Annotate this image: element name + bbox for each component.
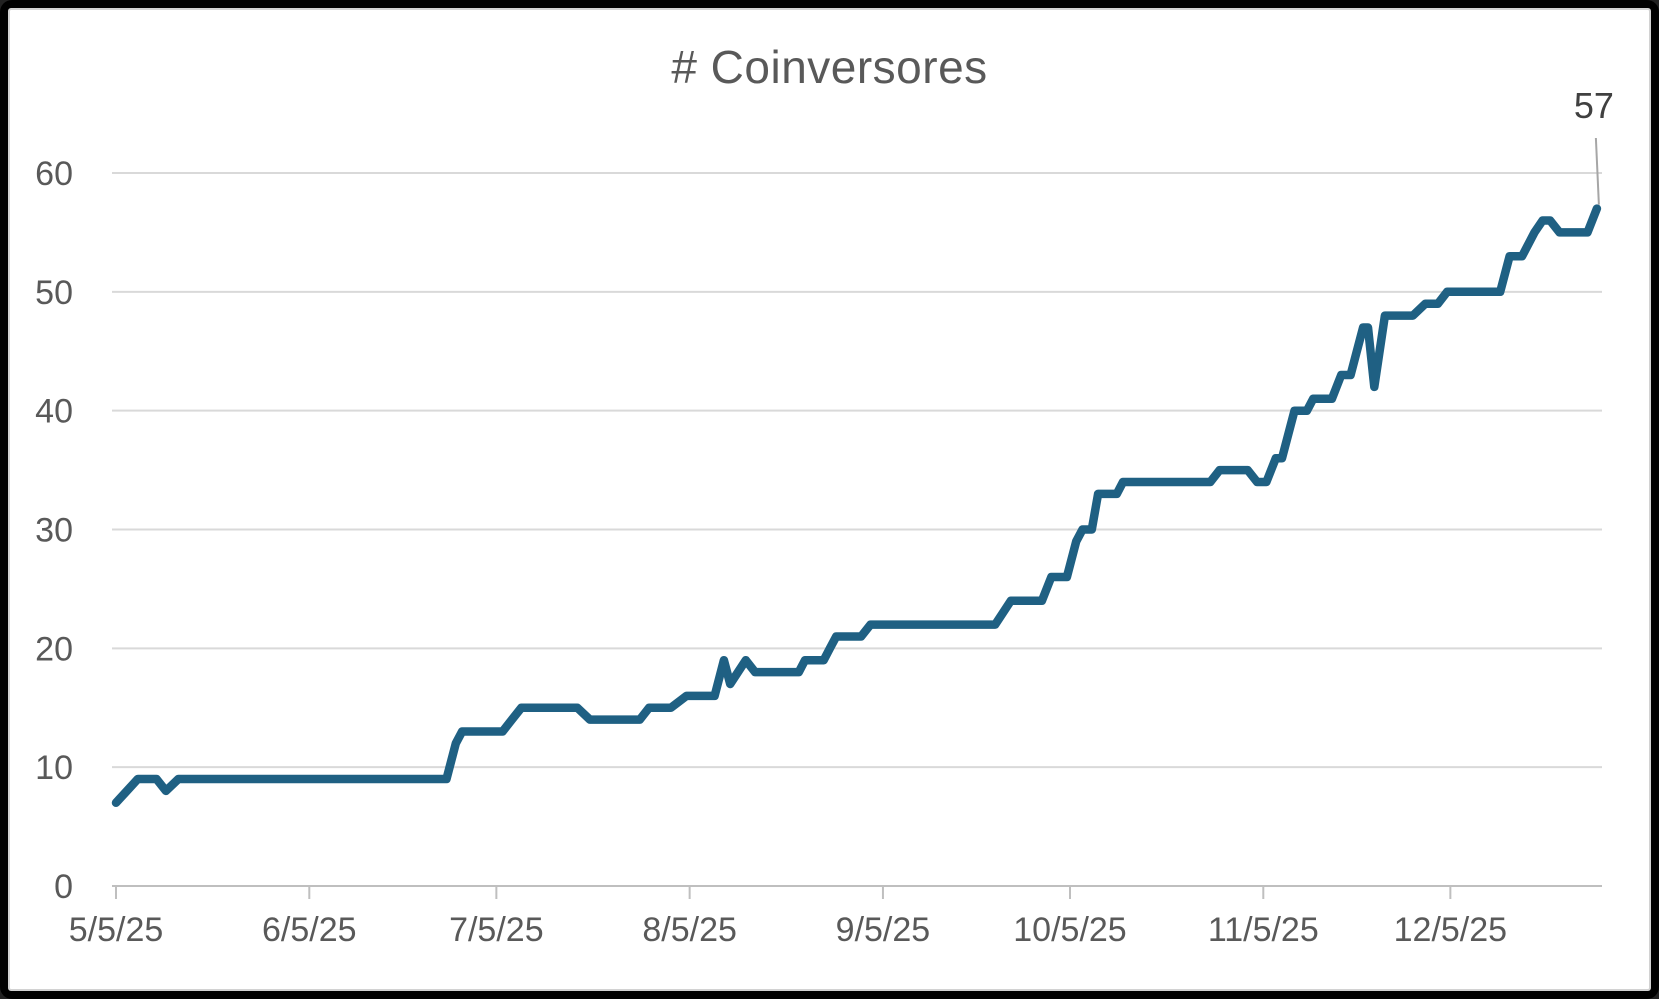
y-tick-label: 40 [35,393,73,431]
x-tick-label: 11/5/25 [1208,911,1319,949]
leader-line [1594,137,1600,205]
y-tick-label: 30 [35,512,73,550]
chart-title: # Coinversores [671,41,988,93]
x-tick-label: 6/5/25 [262,911,357,949]
x-tick-label: 7/5/25 [449,911,544,949]
x-tick-label: 9/5/25 [836,911,931,949]
last-value-label: 57 [1574,85,1614,126]
y-tick-label: 20 [35,630,73,668]
y-tick-label: 60 [35,155,73,193]
x-tick-label: 8/5/25 [642,911,737,949]
x-tick-label: 5/5/25 [69,911,164,949]
y-tick-label: 0 [54,868,73,906]
chart-panel [8,8,1651,991]
data-line [111,204,1602,808]
x-tick-label: 12/5/25 [1394,911,1507,949]
x-tick-label: 10/5/25 [1013,911,1126,949]
y-tick-label: 50 [35,274,73,312]
y-tick-label: 10 [35,749,73,787]
